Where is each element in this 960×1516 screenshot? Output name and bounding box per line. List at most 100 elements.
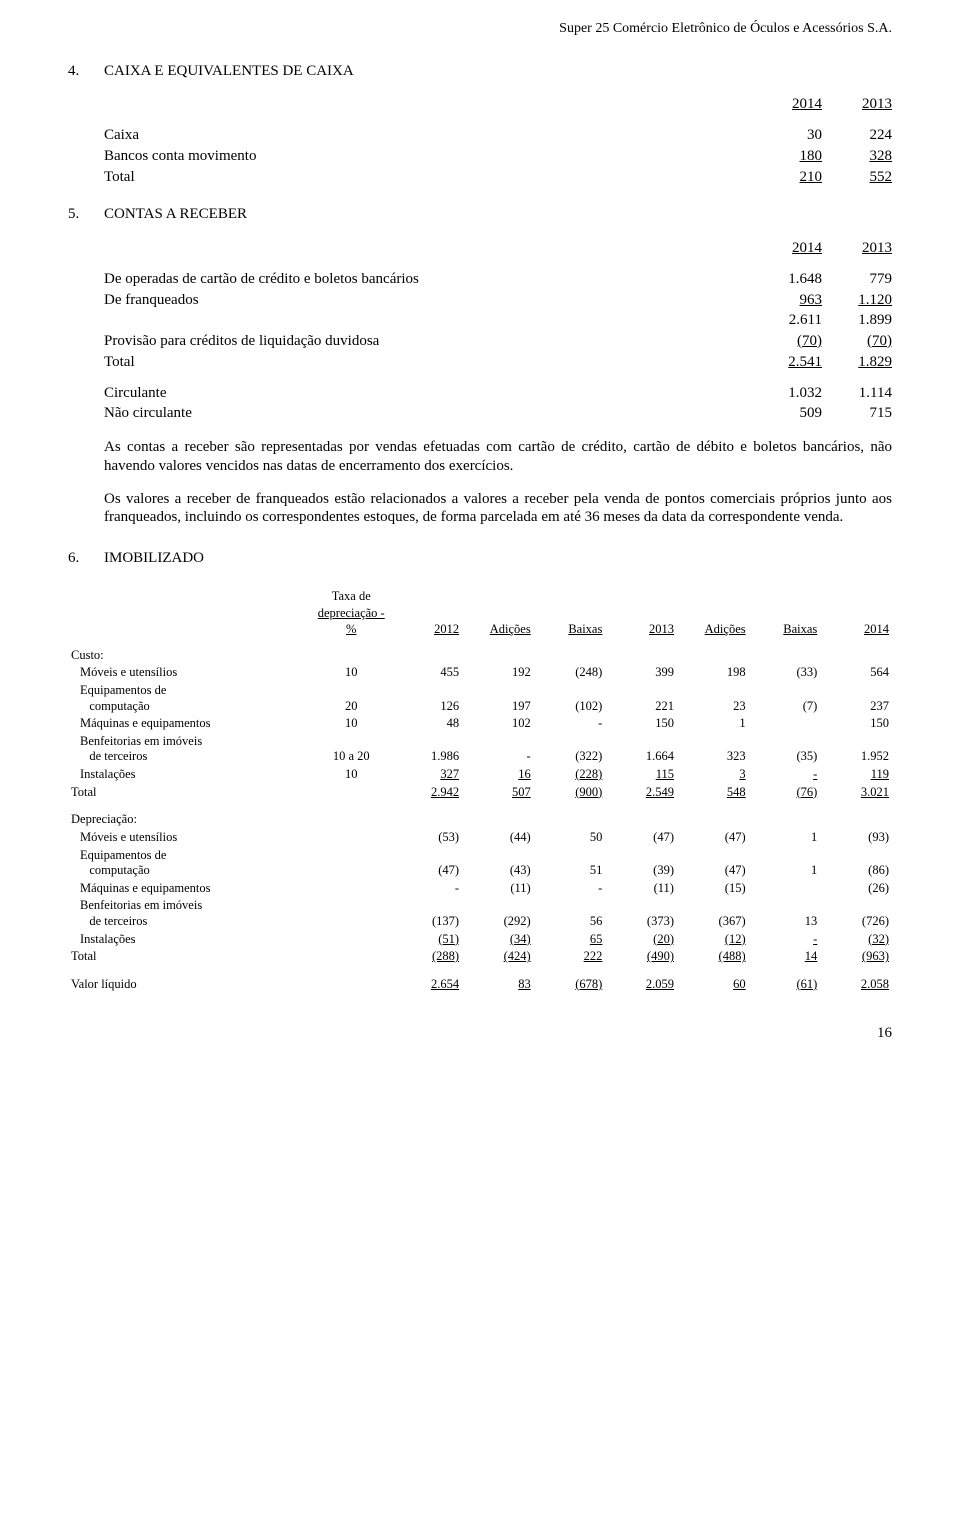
table-row: Máquinas e equipamentos 10 48 102 - 150 … — [68, 715, 892, 733]
row-value: 3.021 — [820, 784, 892, 802]
row-value: 119 — [820, 766, 892, 784]
row-value: 197 — [462, 682, 534, 715]
row-value: (70) — [752, 331, 822, 352]
row-value: 2.541 — [752, 352, 822, 373]
table-row: Benfeitorias em imóveis de terceiros (13… — [68, 897, 892, 930]
row-value: (93) — [820, 829, 892, 847]
row-value: (292) — [462, 897, 534, 930]
row-value: 2.058 — [820, 976, 892, 994]
table-row-total: Total 2.942 507 (900) 2.549 548 (76) 3.0… — [68, 784, 892, 802]
table-row: Total 2.541 1.829 — [104, 352, 892, 373]
row-value: (26) — [820, 880, 892, 898]
row-label: Instalações — [68, 931, 312, 949]
row-label: Bancos conta movimento — [104, 146, 752, 167]
row-value: 51 — [534, 847, 606, 880]
row-value: (39) — [605, 847, 677, 880]
sec5-para-2: Os valores a receber de franqueados estã… — [104, 490, 892, 528]
row-rate: 10 — [312, 715, 390, 733]
row-value: 1 — [749, 847, 821, 880]
row-value: 1.664 — [605, 733, 677, 766]
row-value: (963) — [820, 948, 892, 966]
row-value: 1.114 — [822, 383, 892, 404]
row-value: 150 — [605, 715, 677, 733]
row-value: (367) — [677, 897, 749, 930]
row-label: Equipamentos de computação — [68, 682, 312, 715]
row-rate: 10 — [312, 766, 390, 784]
col-baixas-1: Baixas — [534, 605, 606, 638]
row-value — [749, 880, 821, 898]
row-value: 1.952 — [820, 733, 892, 766]
row-label: Benfeitorias em imóveis de terceiros — [68, 733, 312, 766]
section-4-number: 4. — [68, 62, 104, 81]
row-value: 210 — [752, 167, 822, 188]
col-2014: 2014 — [820, 605, 892, 638]
row-value: (424) — [462, 948, 534, 966]
row-value: (322) — [534, 733, 606, 766]
row-value: - — [749, 931, 821, 949]
page-number: 16 — [68, 1024, 892, 1043]
row-label: Equipamentos de computação — [68, 847, 312, 880]
row-value: - — [534, 880, 606, 898]
table-row: Máquinas e equipamentos - (11) - (11) (1… — [68, 880, 892, 898]
row-value: 50 — [534, 829, 606, 847]
row-value: (288) — [390, 948, 462, 966]
row-value: 224 — [822, 125, 892, 146]
section-4-title: 4. CAIXA E EQUIVALENTES DE CAIXA — [68, 62, 892, 81]
row-label: Total — [104, 352, 752, 373]
row-value: (248) — [534, 664, 606, 682]
depr-label: Depreciação: — [68, 811, 312, 829]
sec5-h2014: 2014 — [752, 238, 822, 259]
row-value — [749, 715, 821, 733]
row-label: Total — [68, 784, 312, 802]
row-value: 16 — [462, 766, 534, 784]
rate-head-1: Taxa de — [312, 588, 390, 606]
row-value: 14 — [749, 948, 821, 966]
row-value: 507 — [462, 784, 534, 802]
row-value: 180 — [752, 146, 822, 167]
row-value: 1.648 — [752, 269, 822, 290]
row-value: (51) — [390, 931, 462, 949]
sec4-table: 2014 2013 Caixa 30 224 Bancos conta movi… — [104, 94, 892, 187]
row-value: 83 — [462, 976, 534, 994]
row-label: Caixa — [104, 125, 752, 146]
row-value: (12) — [677, 931, 749, 949]
row-label: Móveis e utensílios — [68, 664, 312, 682]
row-value: 1.120 — [822, 290, 892, 311]
row-value: 323 — [677, 733, 749, 766]
row-value: 1.032 — [752, 383, 822, 404]
table-row: Bancos conta movimento 180 328 — [104, 146, 892, 167]
row-value: 1.829 — [822, 352, 892, 373]
row-value: 30 — [752, 125, 822, 146]
row-value: - — [534, 715, 606, 733]
row-value: 48 — [390, 715, 462, 733]
table-row: De operadas de cartão de crédito e bolet… — [104, 269, 892, 290]
row-value: 3 — [677, 766, 749, 784]
table-row: Não circulante 509 715 — [104, 403, 892, 424]
row-value: (44) — [462, 829, 534, 847]
row-label: Benfeitorias em imóveis de terceiros — [68, 897, 312, 930]
row-rate: 10 a 20 — [312, 733, 390, 766]
table-row: Total 210 552 — [104, 167, 892, 188]
row-label: Circulante — [104, 383, 752, 404]
row-value: (47) — [677, 847, 749, 880]
row-value: (43) — [462, 847, 534, 880]
row-value: 1.986 — [390, 733, 462, 766]
sec4-h2014: 2014 — [752, 94, 822, 115]
row-label: Máquinas e equipamentos — [68, 880, 312, 898]
row-value: 192 — [462, 664, 534, 682]
row-value: 455 — [390, 664, 462, 682]
row-value: 102 — [462, 715, 534, 733]
row-value: 2.549 — [605, 784, 677, 802]
row-value: 715 — [822, 403, 892, 424]
col-adicoes-2: Adições — [677, 605, 749, 638]
row-value: 2.059 — [605, 976, 677, 994]
row-value: 221 — [605, 682, 677, 715]
col-baixas-2: Baixas — [749, 605, 821, 638]
row-label: Não circulante — [104, 403, 752, 424]
row-value: (490) — [605, 948, 677, 966]
table-row: Provisão para créditos de liquidação duv… — [104, 331, 892, 352]
rate-head-2: depreciação - % — [312, 605, 390, 638]
table-row: Instalações (51) (34) 65 (20) (12) - (32… — [68, 931, 892, 949]
col-2012: 2012 — [390, 605, 462, 638]
col-adicoes-1: Adições — [462, 605, 534, 638]
